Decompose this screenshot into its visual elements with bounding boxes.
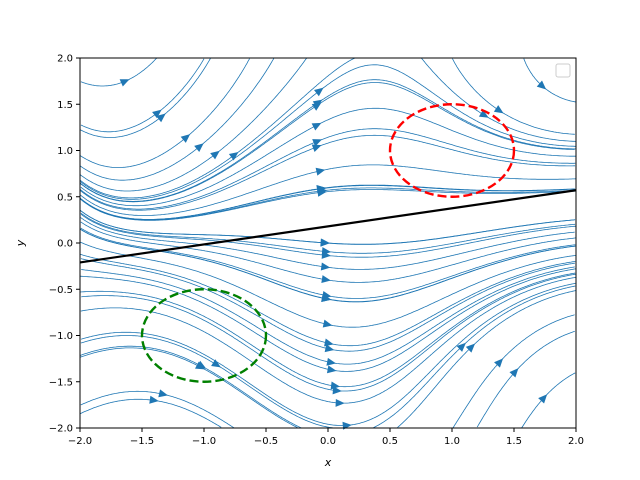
stream-arrow <box>478 109 489 118</box>
stream-arrow <box>335 398 345 407</box>
x-tick-label: −1.5 <box>130 436 154 447</box>
stream-arrow <box>332 386 342 395</box>
stream-arrow <box>321 275 331 284</box>
red-dashed-circle <box>388 103 516 198</box>
boundary-line <box>80 189 576 264</box>
stream-arrow <box>316 184 326 193</box>
y-tick-label: 1.0 <box>57 146 73 157</box>
y-tick-label: −2.0 <box>49 424 73 435</box>
stream-arrow <box>156 113 166 123</box>
stream-arrow <box>196 360 207 369</box>
y-tick-label: 1.5 <box>57 100 73 111</box>
stream-arrow <box>210 150 220 160</box>
x-tick-label: −1.0 <box>192 436 216 447</box>
x-tick-label: 1.5 <box>506 436 522 447</box>
stream-arrow <box>312 99 323 108</box>
stream-arrow <box>211 359 221 368</box>
stream-arrow <box>536 80 547 90</box>
stream-arrow <box>465 343 476 353</box>
stream-arrow <box>324 344 335 353</box>
stream-arrow <box>228 151 239 161</box>
stream-arrow <box>509 368 519 378</box>
x-tick-label: −2.0 <box>68 436 92 447</box>
stream-arrow <box>326 357 337 366</box>
stream-arrow <box>321 250 331 259</box>
stream-arrow <box>538 394 548 404</box>
y-tick-label: 0.0 <box>57 239 73 250</box>
y-axis-label: y <box>14 239 27 247</box>
stream-arrows <box>119 79 548 430</box>
x-tick-label: 0.0 <box>320 436 336 447</box>
stream-arrow <box>180 134 191 143</box>
stream-arrow <box>313 87 324 97</box>
stream-arrow <box>152 109 162 119</box>
stream-arrow <box>311 122 322 131</box>
stream-arrow <box>321 294 331 303</box>
stream-arrow <box>324 338 334 347</box>
overlays <box>80 103 576 383</box>
y-axis-ticks: −2.0 −1.5 −1.0 −0.5 0.0 0.5 1.0 1.5 2.0 <box>49 54 80 435</box>
stream-arrow <box>320 262 331 271</box>
stream-arrow <box>149 395 159 404</box>
stream-arrow <box>494 358 504 368</box>
legend-box <box>555 63 571 78</box>
x-tick-label: 1.0 <box>444 436 460 447</box>
stream-arrow <box>315 167 326 176</box>
stream-arrow <box>493 105 504 114</box>
x-tick-label: −0.5 <box>254 436 278 447</box>
stream-arrow <box>456 342 466 352</box>
stream-arrow <box>194 143 204 153</box>
x-axis-label: x <box>324 456 332 469</box>
stream-arrow <box>322 319 333 328</box>
x-tick-label: 0.5 <box>382 436 398 447</box>
stream-arrow <box>320 238 330 247</box>
y-tick-label: −0.5 <box>49 285 73 296</box>
stream-arrow <box>326 365 337 374</box>
y-tick-label: −1.5 <box>49 377 73 388</box>
x-tick-label: 2.0 <box>568 436 584 447</box>
stream-arrow <box>119 79 130 87</box>
x-axis-ticks: −2.0 −1.5 −1.0 −0.5 0.0 0.5 1.0 1.5 2.0 <box>68 428 584 447</box>
y-tick-label: −1.0 <box>49 331 73 342</box>
stream-arrow <box>311 144 322 153</box>
stream-arrow <box>312 139 323 147</box>
stream-arrow <box>330 381 341 390</box>
y-tick-label: 0.5 <box>57 192 73 203</box>
y-tick-label: 2.0 <box>57 54 73 65</box>
stream-arrow <box>158 389 168 398</box>
green-dashed-circle <box>140 288 268 383</box>
